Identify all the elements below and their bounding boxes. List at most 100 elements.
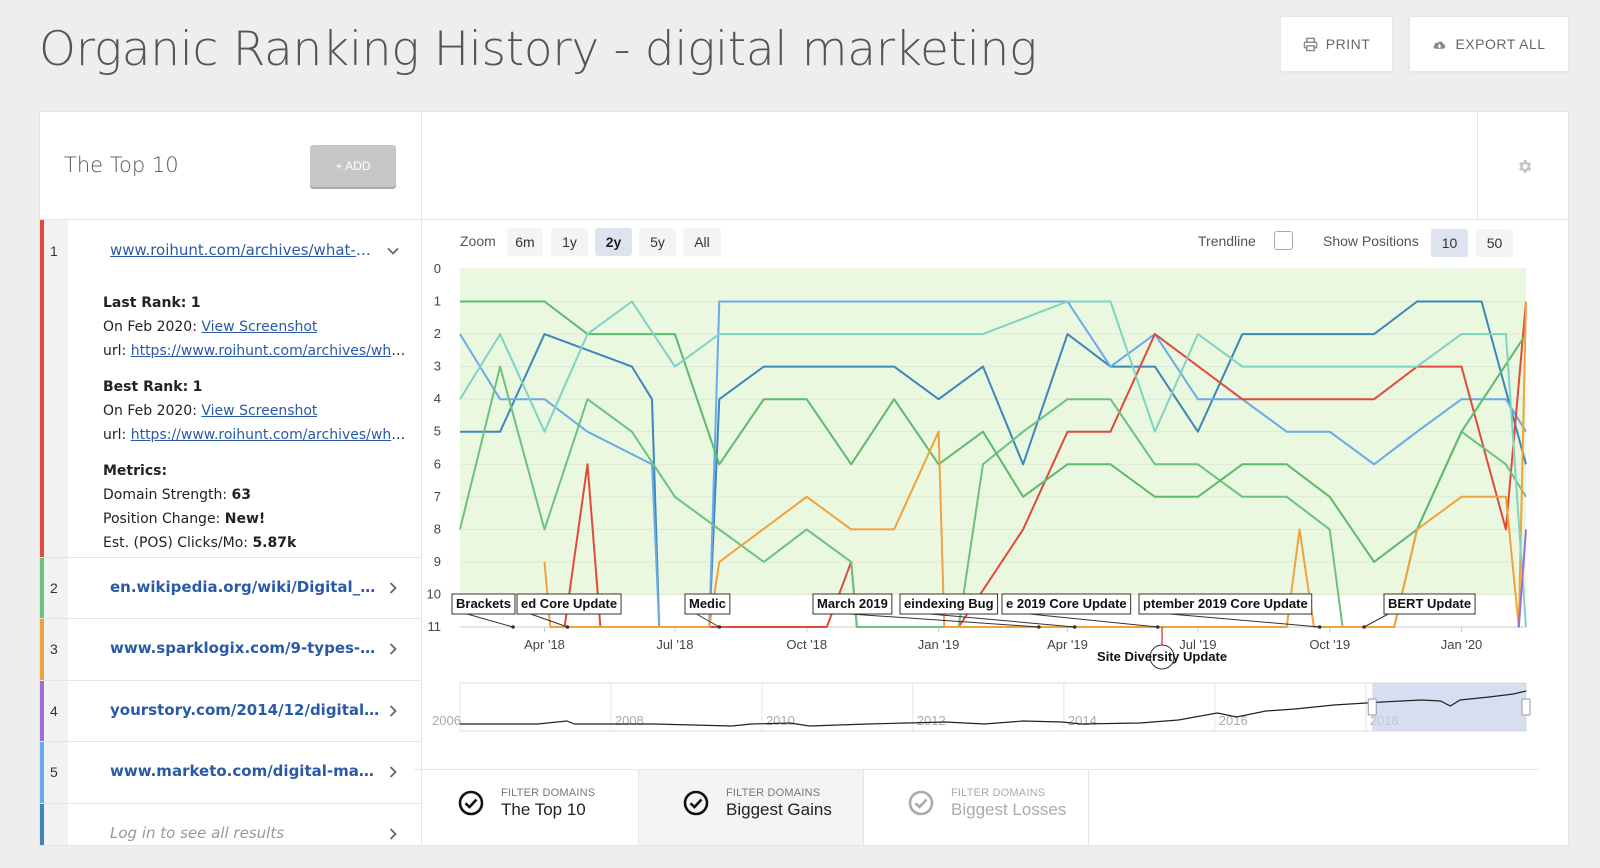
rank-row-4[interactable]: 4 yourstory.com/2014/12/digital-marketin…: [40, 681, 422, 742]
rank-color-bar: [40, 619, 44, 680]
rank-number: 3: [50, 641, 58, 657]
rank-color-bar: [40, 681, 44, 741]
chevron-right-icon[interactable]: [386, 765, 400, 779]
domain-strength-line: Domain Strength: 63: [103, 487, 251, 503]
annotation-flag: [684, 593, 731, 615]
filter-biggest-gains[interactable]: FILTER DOMAINS Biggest Gains: [639, 770, 864, 845]
annotation-flag: [1138, 593, 1313, 615]
rank-color-bar: [40, 804, 44, 845]
trendline-label: Trendline: [1198, 233, 1256, 249]
navigator-handle-right[interactable]: [1521, 698, 1531, 716]
page-title: Organic Ranking History - digital market…: [39, 22, 1037, 77]
export-all-button[interactable]: EXPORT ALL: [1409, 16, 1569, 72]
ranking-series-2: [459, 300, 1527, 628]
y-tick-label: 2: [434, 326, 441, 341]
chevron-right-icon[interactable]: [386, 581, 400, 595]
rank-url[interactable]: www.sparklogix.com/9-types-of-digital-ma…: [110, 639, 380, 657]
chart-header: [422, 112, 1568, 220]
plot-band: [460, 270, 1526, 595]
add-button[interactable]: + ADD: [310, 145, 396, 187]
metrics-label: Metrics:: [103, 463, 168, 479]
login-to-see-all-link[interactable]: Log in to see all results: [110, 824, 285, 842]
navigator-handle-left[interactable]: [1367, 698, 1377, 716]
filter-biggest-losses[interactable]: FILTER DOMAINS Biggest Losses: [864, 770, 1089, 845]
best-url-line: url: https://www.roihunt.com/archives/wh…: [103, 427, 410, 443]
domain-strength-label: Domain Strength:: [103, 487, 228, 503]
add-label: + ADD: [335, 159, 371, 173]
rank-url[interactable]: en.wikipedia.org/wiki/Digital_marketing: [110, 578, 380, 596]
rank-row-more[interactable]: Log in to see all results: [40, 804, 422, 845]
y-tick-label: 10: [427, 586, 441, 601]
rank-url[interactable]: www.roihunt.com/archives/what-is-digital…: [110, 241, 372, 259]
last-rank-date-line: On Feb 2020: View Screenshot: [103, 319, 317, 335]
print-button[interactable]: PRINT: [1280, 16, 1393, 72]
annotation-label: ptember 2019 Core Update: [1143, 596, 1308, 611]
best-rank-date: On Feb 2020:: [103, 403, 197, 419]
zoom-all-button[interactable]: All: [683, 228, 721, 256]
filter-top-10[interactable]: FILTER DOMAINS The Top 10: [414, 770, 639, 845]
annotation-flag: [899, 593, 999, 615]
settings-button[interactable]: [1477, 112, 1568, 220]
clicks-value: 5.87k: [252, 535, 297, 551]
rank-number-column: [44, 681, 68, 741]
check-circle-icon: [683, 790, 709, 816]
position-change-label: Position Change:: [103, 511, 221, 527]
ranking-series-7: [459, 300, 1527, 628]
rank-color-bar: [40, 742, 44, 803]
trendline-checkbox[interactable]: [1274, 231, 1293, 250]
chevron-right-icon[interactable]: [386, 704, 400, 718]
annotation-label: Medic: [689, 596, 726, 611]
best-rank-date-line: On Feb 2020: View Screenshot: [103, 403, 317, 419]
last-url-link[interactable]: https://www.roihunt.com/archives/what-is…: [130, 343, 410, 359]
left-panel-title: The Top 10: [64, 153, 179, 177]
annotation-label: eindexing Bug: [904, 596, 994, 611]
positions-50-button[interactable]: 50: [1476, 229, 1513, 257]
zoom-1y-button[interactable]: 1y: [551, 228, 588, 256]
annotation-marker: [1362, 625, 1366, 629]
rank-row-5[interactable]: 5 www.marketo.com/digital-marketing/: [40, 742, 422, 804]
best-url-link[interactable]: https://www.roihunt.com/archives/what-is…: [130, 427, 410, 443]
rank-number-column: [44, 558, 68, 618]
y-tick-label: 8: [434, 521, 441, 536]
navigator-selection: [1372, 683, 1526, 731]
last-rank-label: Last Rank:: [103, 295, 187, 311]
rank-color-bar: [40, 220, 44, 557]
chevron-down-icon[interactable]: [386, 244, 400, 258]
ranking-series-8: [1517, 529, 1527, 628]
zoom-6m-button[interactable]: 6m: [507, 228, 543, 256]
positions-10-button[interactable]: 10: [1431, 229, 1468, 257]
navigator-series: [460, 690, 1527, 727]
annotation-marker: [1155, 625, 1160, 629]
rank-url[interactable]: yourstory.com/2014/12/digital-marketing: [110, 701, 380, 719]
zoom-5y-button[interactable]: 5y: [639, 228, 676, 256]
rank-url[interactable]: www.marketo.com/digital-marketing/: [110, 762, 380, 780]
filter-big-label: Biggest Losses: [951, 800, 1067, 819]
rank-row-1[interactable]: 1 www.roihunt.com/archives/what-is-digit…: [40, 220, 422, 558]
best-rank-label: Best Rank:: [103, 379, 189, 395]
chevron-right-icon[interactable]: [386, 827, 400, 841]
annotation-flag: [451, 593, 516, 615]
url-label: url:: [103, 427, 127, 443]
rank-number: 2: [50, 580, 58, 596]
annotation-marker: [565, 625, 570, 629]
x-tick-label: Jan '20: [1441, 637, 1483, 652]
annotation-label: Site Diversity Update: [1097, 649, 1227, 664]
export-all-label: EXPORT ALL: [1455, 36, 1546, 52]
filter-small-label: FILTER DOMAINS: [951, 787, 1046, 799]
ranking-chart[interactable]: 0 1 2 3 4 5 6 7 8 9 10 11 Apr '18 Jul '18 Oct '18 Jan '…: [420, 258, 1538, 670]
zoom-2y-button[interactable]: 2y: [595, 228, 632, 256]
rank-row-2[interactable]: 2 en.wikipedia.org/wiki/Digital_marketin…: [40, 558, 422, 619]
rank-number: 5: [50, 764, 58, 780]
filter-small-label: FILTER DOMAINS: [726, 787, 821, 799]
navigator-chart[interactable]: 2006200820102012201420162018: [420, 680, 1538, 736]
rank-number-column: [44, 220, 68, 557]
y-tick-label: 1: [434, 294, 441, 309]
chevron-right-icon[interactable]: [386, 642, 400, 656]
y-tick-label: 11: [428, 619, 442, 634]
navigator-tick-label: 2014: [1068, 713, 1097, 728]
last-view-screenshot-link[interactable]: View Screenshot: [201, 319, 318, 335]
x-tick-label: Jan '19: [918, 637, 960, 652]
clicks-label: Est. (POS) Clicks/Mo:: [103, 535, 248, 551]
rank-row-3[interactable]: 3 www.sparklogix.com/9-types-of-digital-…: [40, 619, 422, 681]
best-view-screenshot-link[interactable]: View Screenshot: [201, 403, 318, 419]
